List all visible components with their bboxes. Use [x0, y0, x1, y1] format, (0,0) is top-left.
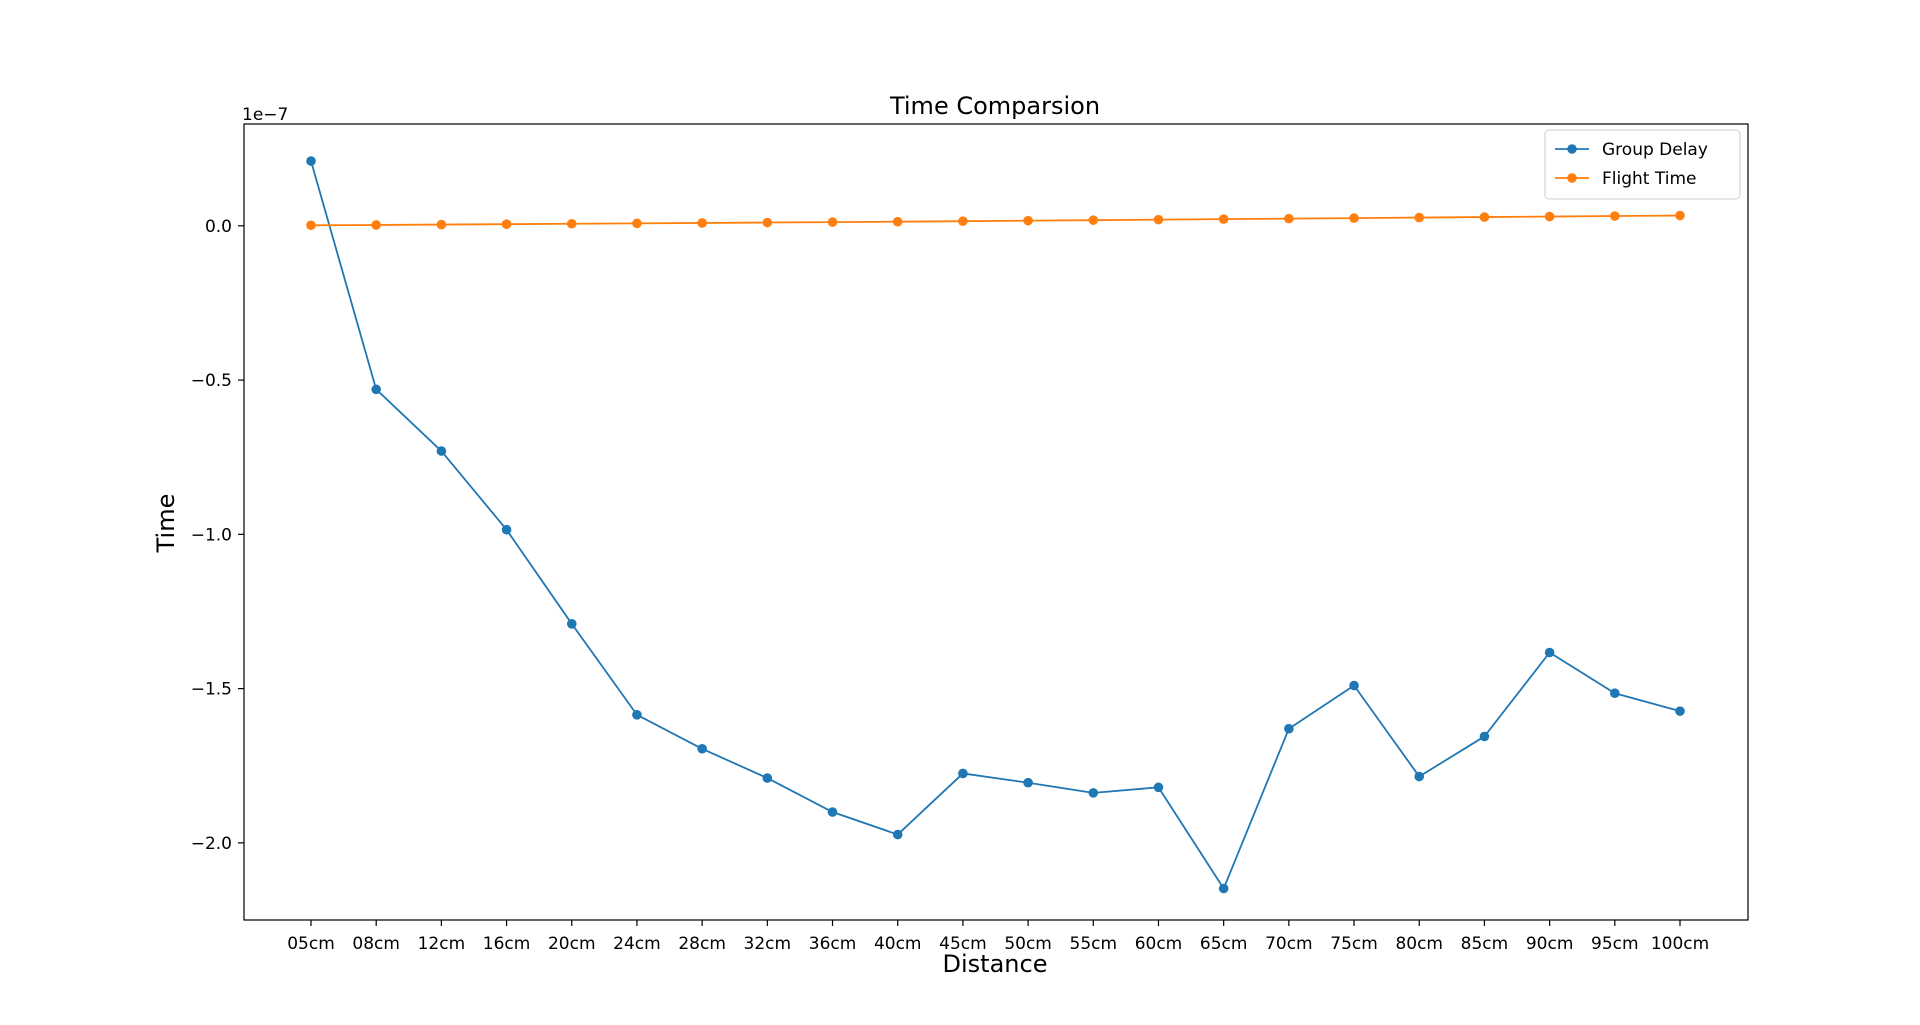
flight-time-point	[1544, 211, 1555, 222]
y-tick-label: −2.0	[191, 834, 232, 854]
flight-time-point	[1414, 212, 1425, 223]
flight-time-point	[1218, 214, 1229, 224]
x-tick-label: 65cm	[1200, 934, 1248, 954]
x-tick-label: 45cm	[939, 934, 987, 954]
x-tick-label: 75cm	[1330, 934, 1378, 954]
group-delay-point	[958, 768, 968, 779]
flight-time-point	[1675, 210, 1685, 221]
group-delay-point	[1479, 731, 1490, 742]
flight-time-point	[632, 218, 642, 229]
legend-box	[1544, 129, 1741, 200]
plot-area: 0.0 −0.5 −1.0 −1.5 −2.0 05cm 08cm 12cm 16cm 20cm 2…	[191, 156, 1709, 954]
x-axis-label: Distance	[943, 950, 1048, 978]
x-tick-label: 32cm	[744, 934, 792, 954]
group-delay-point	[1153, 782, 1164, 793]
x-tick-label: 20cm	[548, 934, 596, 954]
x-tick-label: 55cm	[1070, 934, 1118, 954]
flight-time-point	[1088, 215, 1099, 225]
flight-time-point	[1349, 213, 1359, 223]
flight-time-point	[306, 220, 316, 231]
flight-time-point	[1023, 215, 1033, 226]
group-delay-point	[371, 384, 381, 395]
flight-time-point	[697, 218, 707, 228]
plot-frame	[243, 123, 1749, 921]
group-delay-point	[1088, 788, 1099, 798]
flight-time-point	[1284, 213, 1294, 224]
x-tick-label: 08cm	[352, 934, 400, 954]
chart-title: Time Comparsion	[889, 92, 1100, 120]
flight-time-point	[762, 217, 773, 228]
group-delay-point	[1218, 883, 1229, 894]
x-tick-label: 12cm	[418, 934, 466, 954]
x-tick-label: 24cm	[613, 934, 661, 954]
flight-time-point	[501, 219, 512, 229]
group-delay-point	[1544, 647, 1555, 658]
flight-time-point	[371, 220, 381, 230]
y-offset-label: 1e−7	[242, 105, 288, 125]
x-tick-label: 70cm	[1265, 934, 1313, 954]
flight-time-point	[566, 218, 577, 229]
x-tick-label: 90cm	[1526, 934, 1574, 954]
flight-time-legend-marker	[1567, 173, 1577, 183]
y-axis-label: Time	[152, 494, 180, 554]
group-delay-legend-marker	[1567, 144, 1577, 154]
x-tick-label: 16cm	[483, 934, 531, 954]
x-tick-label: 50cm	[1004, 934, 1052, 954]
group-delay-point	[566, 619, 577, 629]
flight-time-point	[1479, 212, 1490, 222]
legend: Group Delay Flight Time	[1544, 129, 1741, 200]
group-delay-legend-label: Group Delay	[1602, 140, 1708, 160]
group-delay-point	[501, 524, 512, 535]
group-delay-point	[892, 829, 903, 840]
group-delay-point	[436, 446, 447, 456]
flight-time-legend-label: Flight Time	[1602, 169, 1696, 189]
group-delay-point	[632, 710, 642, 720]
group-delay-point	[1284, 723, 1294, 734]
group-delay-point	[1675, 706, 1685, 716]
flight-time-point	[892, 216, 903, 227]
group-delay-point	[697, 743, 707, 754]
flight-time-point	[436, 219, 447, 230]
x-tick-label: 40cm	[874, 934, 922, 954]
group-delay-point	[1023, 777, 1033, 788]
x-tick-label: 80cm	[1395, 934, 1443, 954]
flight-time-line	[310, 214, 1681, 227]
x-tick-label: 95cm	[1591, 934, 1639, 954]
y-tick-label: −1.0	[191, 525, 232, 545]
x-tick-label: 05cm	[287, 934, 335, 954]
flight-time-point	[958, 216, 968, 226]
flight-time-point	[1610, 211, 1620, 221]
x-tick-label: 100cm	[1651, 934, 1709, 954]
flight-time-point	[1153, 214, 1164, 225]
group-delay-point	[306, 156, 316, 166]
group-delay-point	[1414, 771, 1425, 782]
group-delay-line	[310, 160, 1681, 890]
x-tick-label: 85cm	[1461, 934, 1509, 954]
x-tick-label: 28cm	[678, 934, 726, 954]
x-tick-label: 60cm	[1135, 934, 1183, 954]
y-tick-label: 0.0	[205, 217, 232, 237]
x-tick-label: 36cm	[809, 934, 857, 954]
y-tick-label: −0.5	[191, 371, 232, 391]
flight-time-point	[827, 217, 838, 227]
group-delay-point	[1349, 680, 1359, 691]
group-delay-point	[1610, 688, 1620, 699]
group-delay-point	[762, 773, 773, 783]
group-delay-point	[827, 807, 838, 817]
y-tick-label: −1.5	[191, 680, 232, 700]
